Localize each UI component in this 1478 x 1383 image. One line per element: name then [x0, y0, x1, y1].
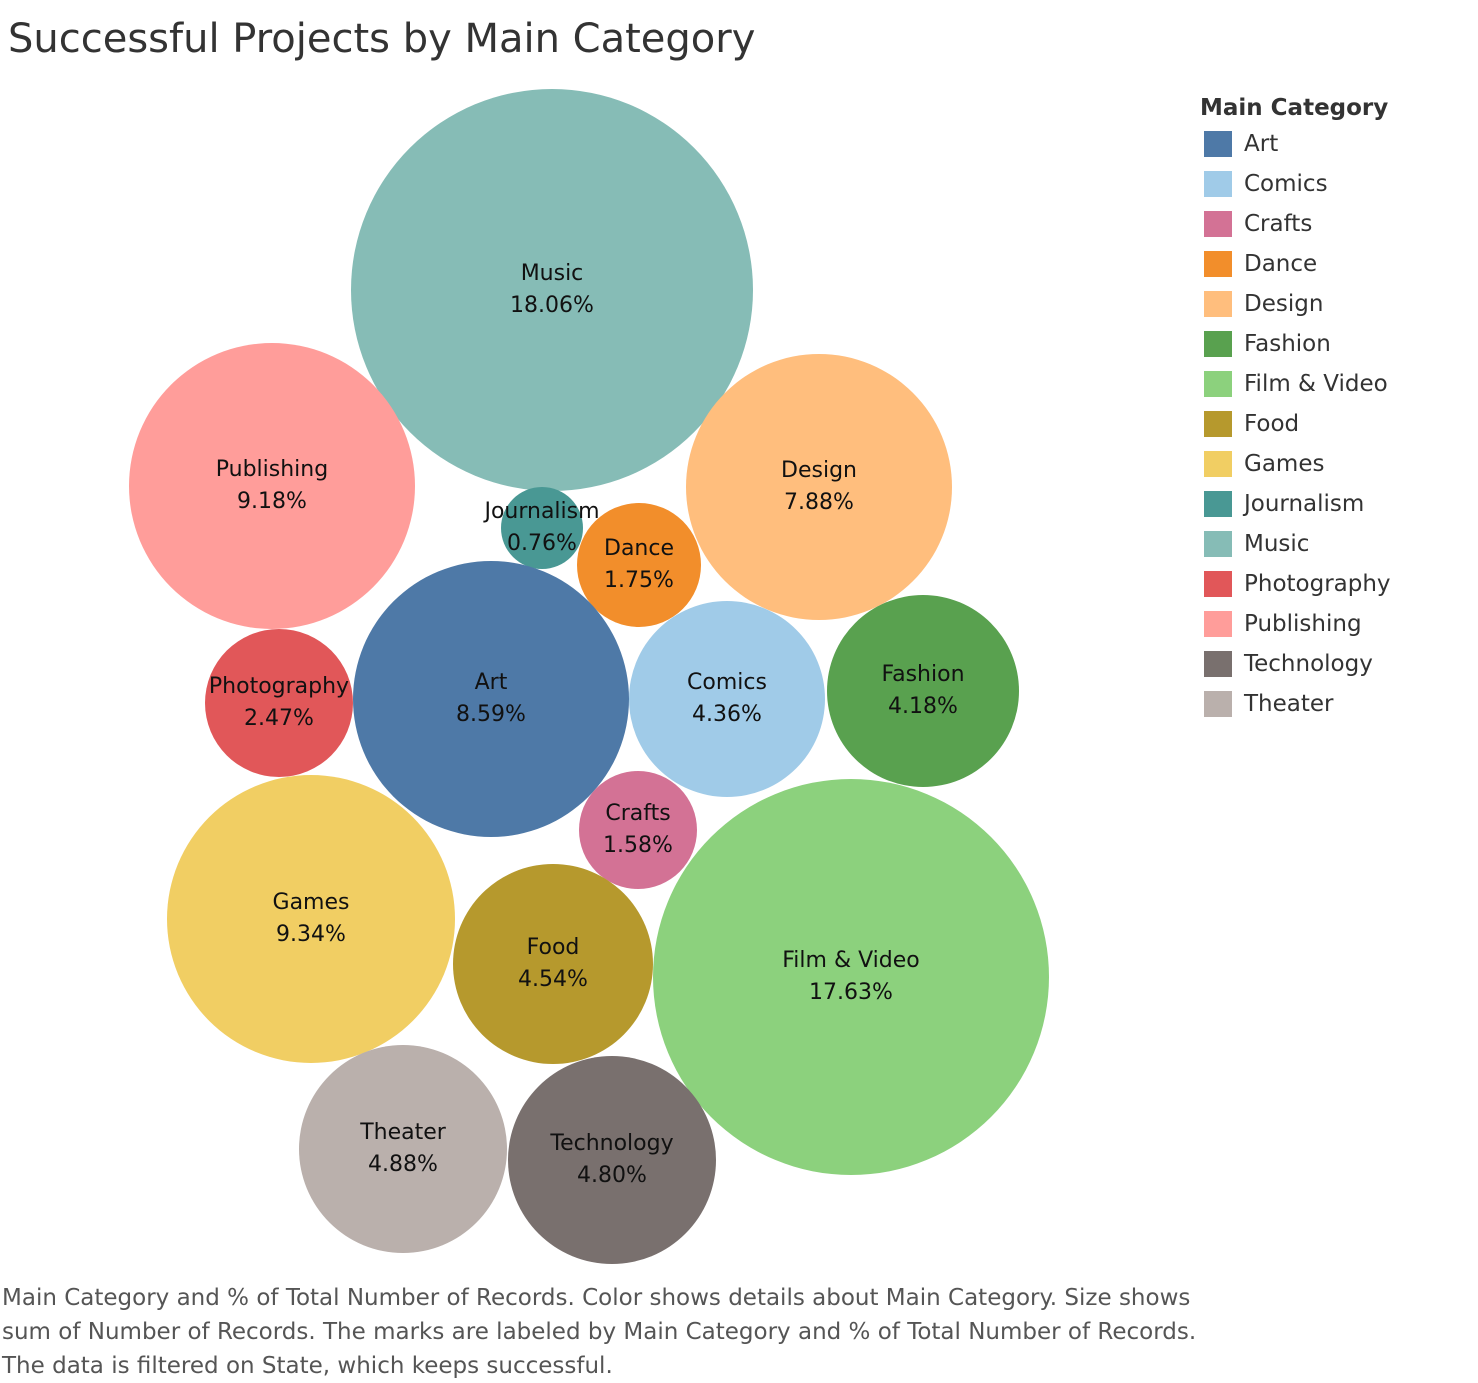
bubble-value-label: 0.76% [507, 531, 577, 556]
bubble-theater[interactable] [299, 1045, 507, 1253]
bubble-art[interactable] [353, 561, 629, 837]
chart-caption: Main Category and % of Total Number of R… [2, 1281, 1202, 1383]
legend-item[interactable]: Fashion [1200, 324, 1470, 364]
legend-swatch [1204, 211, 1232, 237]
bubble-value-label: 18.06% [510, 293, 594, 318]
legend-label: Journalism [1244, 491, 1365, 517]
bubble-journalism[interactable] [501, 487, 583, 569]
legend-label: Fashion [1244, 331, 1331, 357]
legend-label: Photography [1244, 571, 1391, 597]
legend-item[interactable]: Film & Video [1200, 364, 1470, 404]
legend-swatch [1204, 131, 1232, 157]
bubble-category-label: Journalism [482, 499, 599, 524]
bubble-category-label: Theater [359, 1120, 447, 1145]
bubble-value-label: 8.59% [456, 702, 526, 727]
bubble-crafts[interactable] [579, 771, 697, 889]
bubble-value-label: 9.34% [276, 922, 346, 947]
bubble-film-video[interactable] [653, 779, 1049, 1175]
bubble-dance[interactable] [577, 503, 701, 627]
legend-swatch [1204, 531, 1232, 557]
bubble-value-label: 2.47% [244, 706, 314, 731]
bubble-chart: Music 18.06% Publishing 9.18% Design 7.88% Jou… [129, 89, 1049, 1264]
legend-swatch [1204, 331, 1232, 357]
legend-label: Art [1244, 131, 1279, 157]
legend-label: Design [1244, 291, 1324, 317]
bubble-value-label: 1.75% [604, 568, 674, 593]
bubble-publishing[interactable] [129, 343, 415, 629]
bubble-value-label: 4.18% [888, 694, 958, 719]
legend-swatch [1204, 491, 1232, 517]
bubble-category-label: Comics [687, 670, 767, 695]
bubble-photography[interactable] [205, 629, 353, 777]
bubble-value-label: 1.58% [603, 833, 673, 858]
bubble-value-label: 4.36% [692, 702, 762, 727]
bubble-category-label: Music [521, 261, 584, 286]
bubble-value-label: 4.80% [577, 1163, 647, 1188]
bubble-technology[interactable] [508, 1056, 716, 1264]
bubble-design[interactable] [686, 354, 952, 620]
legend-item[interactable]: Music [1200, 524, 1470, 564]
legend-swatch [1204, 251, 1232, 277]
legend-item[interactable]: Theater [1200, 684, 1470, 724]
legend-title: Main Category [1200, 95, 1389, 121]
legend-label: Comics [1244, 171, 1328, 197]
legend-label: Games [1244, 451, 1325, 477]
legend-label: Film & Video [1244, 371, 1388, 397]
legend-swatch [1204, 411, 1232, 437]
bubble-category-label: Technology [549, 1131, 673, 1156]
legend-label: Food [1244, 411, 1300, 437]
bubble-category-label: Fashion [881, 662, 964, 687]
caption-line-2: sum of Number of Records. The marks are … [2, 1319, 1197, 1345]
caption-line-1: Main Category and % of Total Number of R… [2, 1285, 1191, 1311]
bubble-games[interactable] [167, 775, 455, 1063]
bubble-category-label: Photography [209, 674, 349, 699]
bubble-value-label: 9.18% [237, 489, 307, 514]
legend-item[interactable]: Technology [1200, 644, 1470, 684]
legend-item[interactable]: Games [1200, 444, 1470, 484]
legend-items: Art Comics Crafts Dance Design Fashion Film & … [1200, 124, 1470, 724]
legend-swatch [1204, 371, 1232, 397]
legend-swatch [1204, 451, 1232, 477]
bubble-category-label: Design [781, 458, 857, 483]
legend-item[interactable]: Art [1200, 124, 1470, 164]
bubble-value-label: 7.88% [784, 490, 854, 515]
bubble-food[interactable] [453, 864, 653, 1064]
bubble-category-label: Film & Video [782, 948, 920, 973]
legend-item[interactable]: Crafts [1200, 204, 1470, 244]
legend-item[interactable]: Photography [1200, 564, 1470, 604]
legend-swatch [1204, 651, 1232, 677]
legend-label: Music [1244, 531, 1310, 557]
bubble-comics[interactable] [629, 601, 825, 797]
legend-label: Dance [1244, 251, 1318, 277]
legend-item[interactable]: Journalism [1200, 484, 1470, 524]
bubble-category-label: Publishing [216, 457, 328, 482]
bubble-category-label: Games [273, 890, 350, 915]
bubble-music[interactable] [351, 89, 753, 491]
bubble-value-label: 17.63% [809, 980, 893, 1005]
bubble-category-label: Crafts [605, 801, 670, 826]
legend: Main Category Art Comics Crafts Dance Design… [1200, 92, 1470, 724]
legend-label: Technology [1244, 651, 1373, 677]
legend-item[interactable]: Food [1200, 404, 1470, 444]
legend-swatch [1204, 291, 1232, 317]
bubble-category-label: Food [527, 935, 580, 960]
bubble-fashion[interactable] [827, 595, 1019, 787]
legend-swatch [1204, 171, 1232, 197]
legend-label: Publishing [1244, 611, 1362, 637]
legend-item[interactable]: Design [1200, 284, 1470, 324]
legend-label: Theater [1244, 691, 1334, 717]
legend-item[interactable]: Publishing [1200, 604, 1470, 644]
bubble-category-label: Art [475, 670, 508, 695]
bubble-category-label: Dance [604, 536, 674, 561]
chart-title: Successful Projects by Main Category [8, 16, 756, 62]
legend-swatch [1204, 691, 1232, 717]
legend-item[interactable]: Dance [1200, 244, 1470, 284]
legend-swatch [1204, 611, 1232, 637]
bubble-value-label: 4.88% [368, 1152, 438, 1177]
legend-item[interactable]: Comics [1200, 164, 1470, 204]
legend-label: Crafts [1244, 211, 1313, 237]
legend-swatch [1204, 571, 1232, 597]
bubble-value-label: 4.54% [518, 967, 588, 992]
caption-line-3: The data is filtered on State, which kee… [2, 1353, 613, 1379]
